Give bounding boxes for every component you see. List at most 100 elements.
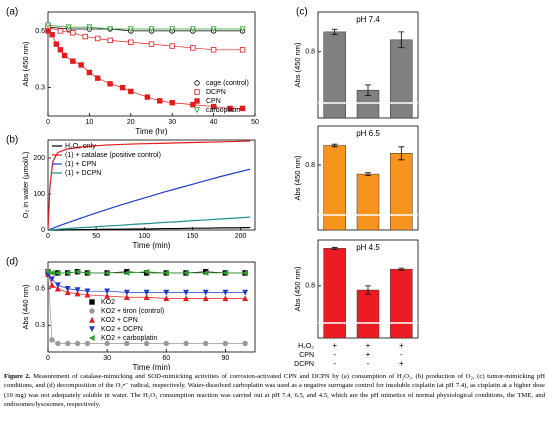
- x-tick-label: 10: [86, 119, 94, 126]
- error-bar: [331, 28, 338, 35]
- y-tick-label: 0.8: [305, 162, 315, 169]
- marker: [94, 75, 101, 81]
- x-tick-label: 60: [162, 355, 170, 362]
- marker: [57, 28, 64, 34]
- marker: [210, 26, 217, 33]
- bar: [323, 145, 346, 231]
- error-bar: [365, 84, 371, 96]
- marker: [104, 292, 111, 299]
- x-tick-label: 0: [46, 119, 50, 126]
- legend-label: KO2 + carboplatin: [101, 335, 157, 342]
- treatment-label: CPN: [299, 352, 314, 359]
- legend-label: KO2 + tiron (control): [101, 308, 164, 315]
- marker: [148, 26, 155, 33]
- marker: [242, 295, 249, 302]
- marker: [74, 340, 81, 347]
- bar: [356, 173, 380, 231]
- y-tick-label: 0.3: [35, 322, 45, 329]
- marker: [148, 41, 155, 47]
- legend-label: CPN: [206, 98, 221, 105]
- marker: [54, 269, 61, 276]
- marker: [239, 47, 246, 53]
- marker: [127, 26, 134, 33]
- plot-frame: [47, 261, 256, 353]
- marker: [163, 340, 169, 347]
- marker: [183, 295, 189, 302]
- plot-frame: [47, 11, 256, 117]
- legend-label: KO2 + CPN: [101, 317, 138, 324]
- x-axis-label: Time (min): [133, 241, 171, 250]
- treatment-label: H₂O₂: [298, 343, 314, 350]
- marker: [128, 39, 134, 45]
- chart-title: pH 4.5: [356, 243, 380, 252]
- panel-label: (c): [296, 7, 308, 18]
- marker: [107, 81, 113, 87]
- x-tick-label: 0: [46, 355, 50, 362]
- marker: [222, 340, 229, 347]
- treatment-sign: -: [367, 359, 370, 368]
- treatment-sign: -: [333, 359, 336, 368]
- marker: [163, 295, 170, 302]
- series-line: [47, 168, 251, 231]
- legend-marker: [194, 107, 200, 114]
- marker: [55, 340, 61, 347]
- chart-title: pH 6.5: [356, 129, 380, 138]
- marker: [190, 101, 196, 108]
- marker: [202, 269, 209, 276]
- marker: [74, 268, 81, 275]
- y-tick-label: 0.6: [35, 28, 45, 35]
- marker: [169, 43, 175, 49]
- caption-text: Measurement of catalase-mimicking and SO…: [4, 373, 545, 409]
- marker: [242, 340, 248, 347]
- x-tick-label: 20: [127, 119, 135, 126]
- marker: [70, 58, 76, 64]
- marker: [203, 340, 209, 347]
- x-tick-label: 100: [138, 233, 150, 240]
- marker: [241, 269, 248, 276]
- x-axis-label: Time (min): [133, 363, 171, 370]
- legend-marker: [89, 316, 95, 323]
- marker: [64, 269, 71, 276]
- x-tick-label: 40: [210, 119, 218, 126]
- marker: [157, 98, 163, 104]
- y-axis-label: Abs (450 nm): [293, 155, 302, 201]
- marker: [222, 269, 229, 276]
- x-tick-label: 30: [168, 119, 176, 126]
- marker: [86, 69, 93, 76]
- marker: [70, 30, 76, 36]
- marker: [54, 282, 61, 289]
- marker: [82, 33, 88, 40]
- x-tick-label: 150: [187, 233, 199, 240]
- marker: [65, 24, 72, 31]
- marker: [53, 41, 59, 47]
- marker: [54, 285, 61, 292]
- marker: [49, 31, 55, 38]
- marker: [210, 103, 217, 110]
- marker: [183, 289, 189, 296]
- legend-label: (1) + CPN: [65, 161, 96, 168]
- x-tick-label: 50: [92, 233, 100, 240]
- legend-marker: [89, 308, 95, 314]
- series-line: [47, 216, 251, 231]
- marker: [45, 22, 51, 29]
- marker: [183, 340, 189, 347]
- marker: [124, 340, 130, 347]
- y-tick-label: 100: [33, 191, 45, 198]
- marker: [48, 269, 55, 276]
- bar: [323, 31, 346, 119]
- bar: [390, 39, 413, 119]
- error-bar: [398, 31, 405, 49]
- bar: [390, 268, 413, 339]
- caption: Figure 2. Measurement of catalase-mimick…: [4, 372, 545, 410]
- chart-title: pH 7.4: [356, 15, 380, 24]
- series-line: [47, 26, 243, 32]
- marker: [227, 105, 233, 112]
- marker: [64, 289, 71, 296]
- error-bar: [398, 146, 405, 161]
- marker: [239, 26, 246, 33]
- y-tick-label: 0.8: [305, 49, 315, 56]
- bar: [356, 289, 380, 339]
- marker: [123, 269, 130, 276]
- plot-frame: [47, 139, 256, 231]
